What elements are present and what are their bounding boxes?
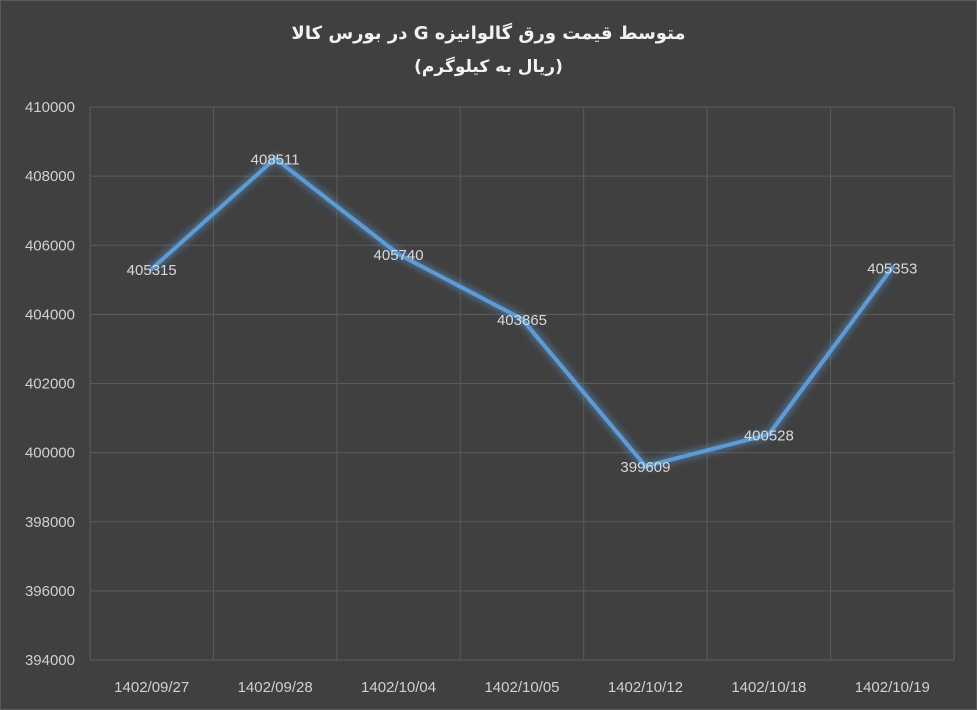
x-tick-label: 1402/10/04 <box>361 679 436 696</box>
x-tick-label: 1402/09/28 <box>238 679 313 696</box>
x-tick-label: 1402/10/18 <box>731 679 806 696</box>
data-label: 408511 <box>251 151 300 168</box>
data-label: 405740 <box>374 247 424 264</box>
data-label: 405315 <box>127 262 177 279</box>
data-point <box>520 317 524 322</box>
data-label: 399609 <box>620 459 670 476</box>
x-tick-label: 1402/10/19 <box>855 679 930 696</box>
y-tick-label: 406000 <box>25 237 75 254</box>
x-tick-label: 1402/10/12 <box>608 679 683 696</box>
x-tick-label: 1402/09/27 <box>114 679 189 696</box>
data-point <box>766 432 771 437</box>
chart-title: متوسط قیمت ورق گالوانیزه G در بورس کالا <box>291 23 686 44</box>
chart-subtitle: (ریال به کیلوگرم) <box>414 57 563 77</box>
y-tick-label: 410000 <box>25 99 75 116</box>
x-tick-label: 1402/10/05 <box>484 679 559 696</box>
data-point <box>149 266 154 271</box>
data-label: 403865 <box>497 312 547 329</box>
y-tick-label: 396000 <box>25 583 75 600</box>
data-point <box>643 464 648 469</box>
y-tick-label: 400000 <box>25 445 75 462</box>
y-tick-label: 394000 <box>25 652 75 669</box>
data-label: 400528 <box>744 427 794 444</box>
data-point <box>273 156 278 161</box>
y-tick-label: 408000 <box>25 168 75 185</box>
y-tick-label: 402000 <box>25 376 75 393</box>
data-point <box>396 252 401 257</box>
data-label: 405353 <box>867 261 917 278</box>
data-point <box>890 265 895 270</box>
y-tick-label: 404000 <box>25 306 75 323</box>
y-tick-label: 398000 <box>25 514 75 531</box>
